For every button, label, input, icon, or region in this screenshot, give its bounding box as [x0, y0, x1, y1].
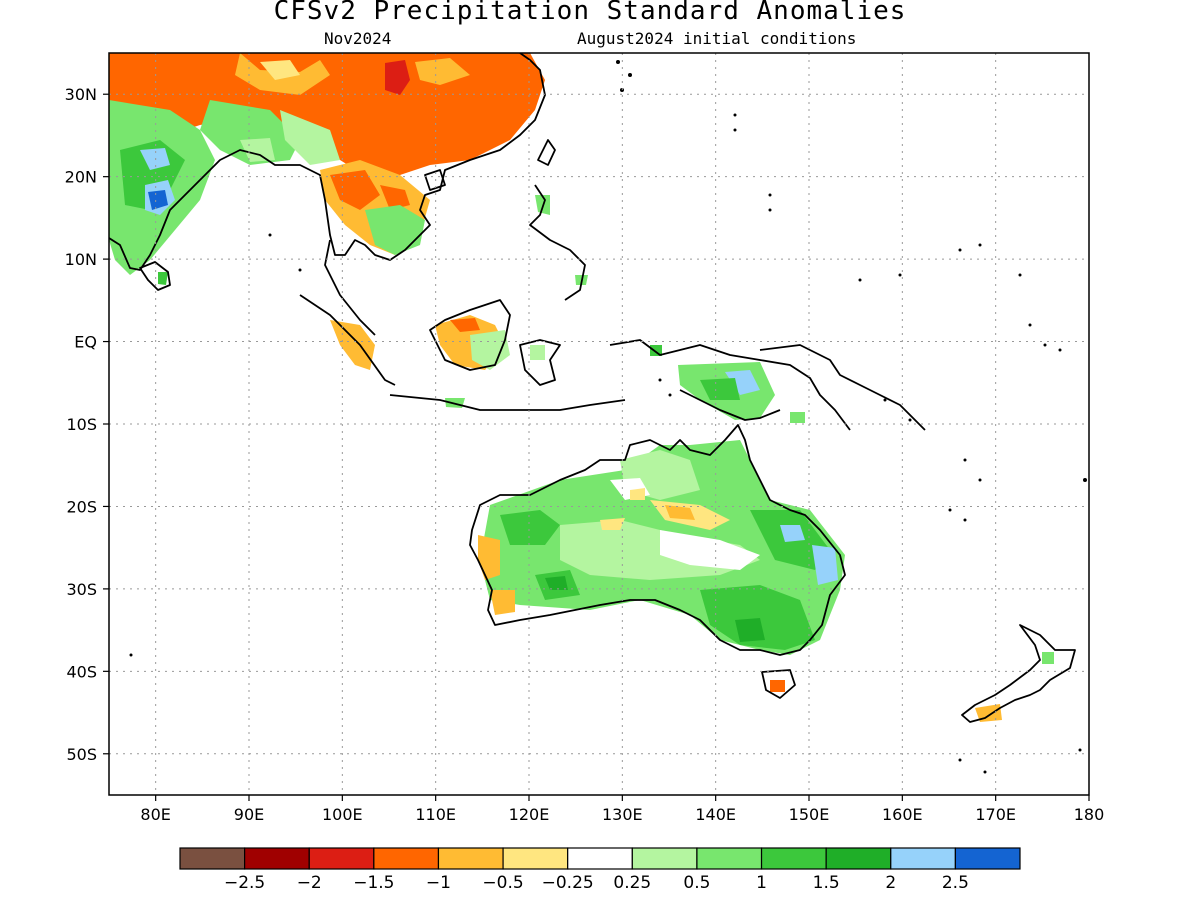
colorbar-swatch — [696, 847, 763, 870]
colorbar-label: 0.25 — [613, 873, 651, 893]
coastlines — [109, 53, 1076, 723]
colorbar-label: 1.5 — [813, 873, 840, 893]
colorbar-label: 1 — [756, 873, 767, 893]
colorbar-swatch — [308, 847, 375, 870]
colorbar-swatch — [760, 847, 827, 870]
lon-tick-label: 120E — [509, 805, 550, 824]
lat-tick-label: 40S — [66, 662, 97, 681]
colorbar-swatch — [502, 847, 569, 870]
colorbar-label: −1 — [426, 873, 451, 893]
lon-tick-label: 130E — [602, 805, 643, 824]
anomaly-shading-australia — [478, 440, 1054, 722]
lon-tick-label: 160E — [882, 805, 923, 824]
colorbar-label: −1.5 — [353, 873, 394, 893]
graticule — [109, 53, 1089, 795]
colorbar-swatch — [567, 847, 633, 870]
lon-tick-label: 150E — [789, 805, 830, 824]
lon-tick-label: 140E — [695, 805, 736, 824]
colorbar-swatch — [373, 847, 440, 870]
colorbar-label: −2 — [297, 873, 322, 893]
lon-tick-label: 90E — [234, 805, 264, 824]
colorbar-label: −2.5 — [224, 873, 265, 893]
lat-tick-label: 20N — [65, 168, 97, 187]
colorbar-swatch — [437, 847, 504, 870]
lon-tick-label: 80E — [140, 805, 170, 824]
forecast-month: Nov2024 — [324, 29, 392, 48]
colorbar-swatch — [179, 847, 246, 870]
colorbar-swatch — [631, 847, 698, 870]
map-area — [109, 53, 1089, 795]
lon-tick-label: 180 — [1074, 805, 1105, 824]
lat-tick-label: 20S — [66, 497, 97, 516]
axis-ticks: 30N 20N 10N EQ 10S 20S 30S 40S 50S 80E 90E 100E 110E… — [65, 85, 1105, 824]
anomaly-shading-maritime — [330, 315, 805, 423]
lat-tick-label: EQ — [74, 333, 97, 352]
lon-tick-label: 110E — [415, 805, 456, 824]
colorbar-swatch — [954, 847, 1021, 870]
lat-tick-label: 30S — [66, 580, 97, 599]
colorbar-swatch — [890, 847, 956, 870]
colorbar-swatch — [825, 847, 892, 870]
lon-tick-label: 170E — [975, 805, 1016, 824]
lat-tick-label: 30N — [65, 85, 97, 104]
initial-conditions-label: August2024 initial conditions — [577, 29, 857, 48]
lon-tick-label: 100E — [322, 805, 363, 824]
colorbar-label: 2 — [885, 873, 896, 893]
lat-tick-label: 10N — [65, 250, 97, 269]
colorbar-label: −0.5 — [482, 873, 523, 893]
colorbar-label: −0.25 — [542, 873, 594, 893]
anomaly-shading-asia — [109, 53, 588, 285]
colorbar: −2.5 −2 −1.5 −1 −0.5 −0.25 0.25 0.5 1 1.5 2 2.5 — [179, 847, 1021, 893]
colorbar-label: 0.5 — [683, 873, 710, 893]
lat-tick-label: 10S — [66, 415, 97, 434]
map-title: CFSv2 Precipitation Standard Anomalies — [273, 0, 907, 26]
small-islands — [129, 60, 1087, 774]
colorbar-swatch — [244, 847, 310, 870]
lat-tick-label: 50S — [66, 745, 97, 764]
colorbar-label: 2.5 — [942, 873, 969, 893]
